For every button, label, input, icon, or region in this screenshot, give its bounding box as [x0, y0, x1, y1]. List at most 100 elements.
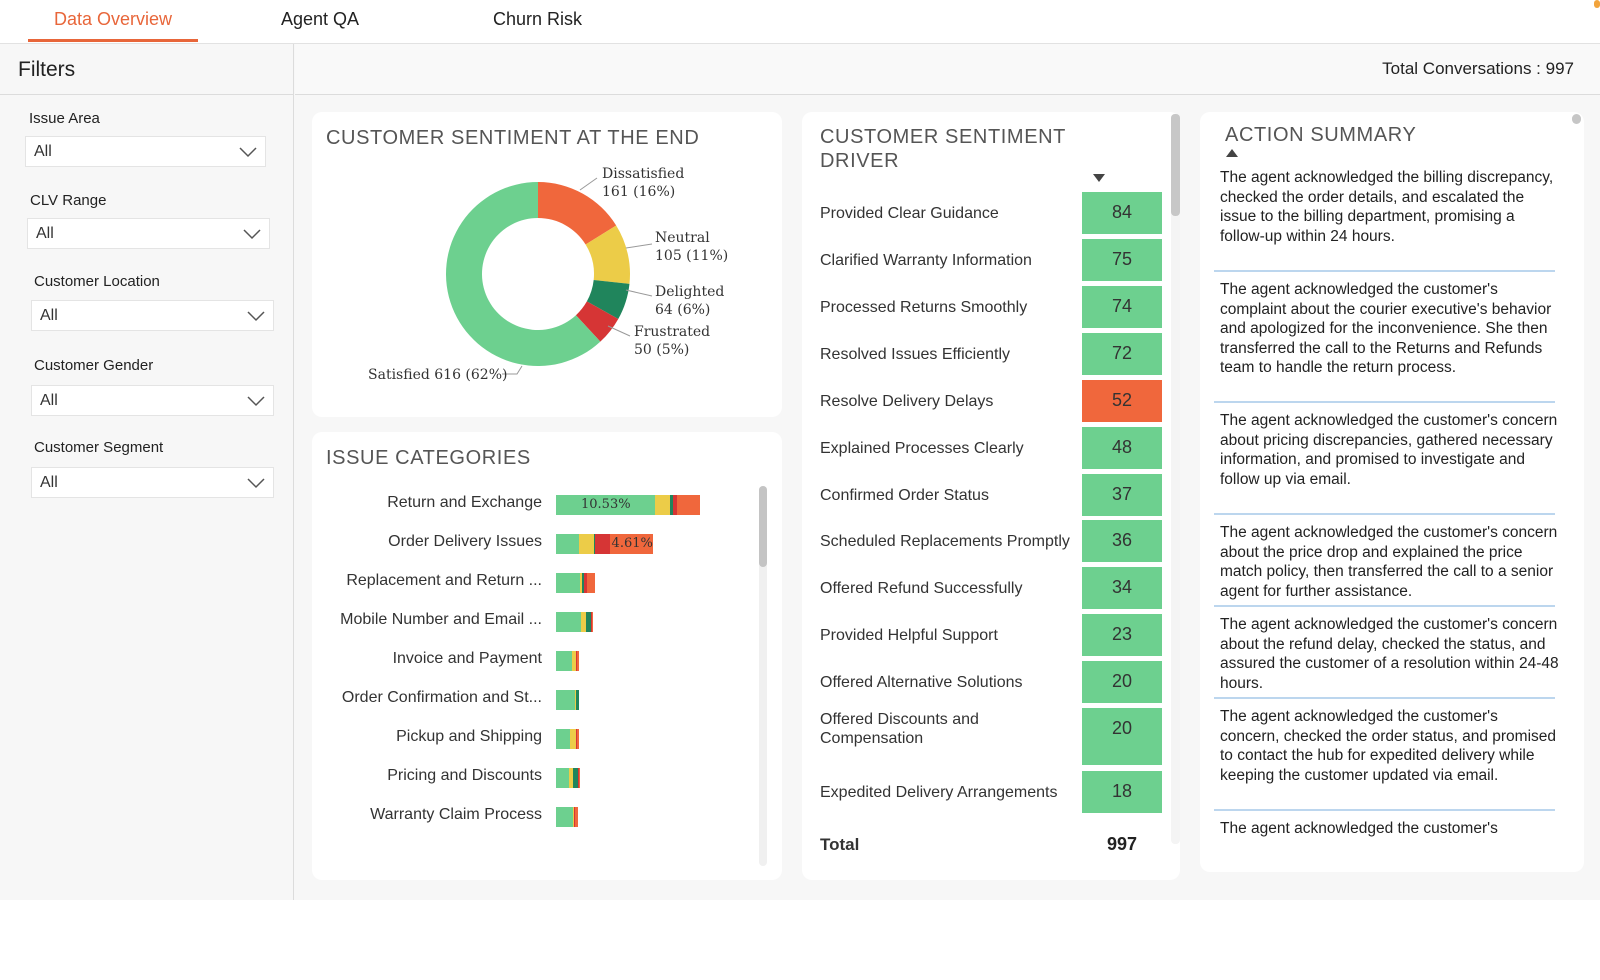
driver-value-cell: 37 — [1082, 474, 1162, 516]
driver-row[interactable]: Provided Helpful Support 23 — [802, 614, 1162, 656]
issue-bar-segment-satisfied[interactable] — [556, 573, 580, 593]
issue-scroll-thumb[interactable] — [759, 486, 767, 567]
driver-row[interactable]: Expedited Delivery Arrangements 18 — [802, 771, 1162, 813]
issue-bar[interactable] — [556, 573, 595, 593]
issue-bar-segment-satisfied[interactable] — [556, 768, 570, 788]
issue-bar-segment-frustrated[interactable] — [595, 534, 610, 554]
sort-ascending-icon[interactable] — [1225, 148, 1239, 158]
issue-bar[interactable] — [556, 651, 580, 671]
issue-bar-segment-neutral[interactable] — [569, 768, 573, 788]
donut-slice-neutral[interactable] — [585, 225, 630, 284]
issue-bar-segment-frustrated[interactable] — [575, 729, 577, 749]
issue-bar-segment-frustrated[interactable] — [577, 768, 579, 788]
issue-bar-segment-delighted[interactable] — [582, 573, 585, 593]
donut-slice-satisfied[interactable] — [446, 182, 601, 366]
clv-range-dropdown[interactable]: All — [27, 218, 270, 249]
driver-scrollbar[interactable] — [1171, 114, 1180, 844]
driver-row[interactable]: Offered Alternative Solutions 20 — [802, 661, 1162, 703]
driver-row[interactable]: Scheduled Replacements Promptly 36 — [802, 520, 1162, 562]
issue-bar-segment-neutral[interactable] — [654, 495, 670, 515]
issue-row[interactable]: Mobile Number and Email ... — [312, 611, 767, 633]
issue-area-dropdown[interactable]: All — [25, 136, 266, 167]
driver-row[interactable]: Resolve Delivery Delays 52 — [802, 380, 1162, 422]
issue-bar-segment-satisfied[interactable] — [556, 690, 575, 710]
sort-descending-icon[interactable] — [1092, 173, 1106, 183]
driver-row[interactable]: Processed Returns Smoothly 74 — [802, 286, 1162, 328]
issue-bar-segment-delighted[interactable] — [670, 495, 673, 515]
issue-bar-segment-frustrated[interactable] — [590, 612, 592, 632]
issue-bar-segment-delighted[interactable] — [572, 768, 578, 788]
issue-bar-segment-neutral[interactable] — [578, 534, 594, 554]
issue-bar-segment-neutral[interactable] — [574, 690, 576, 710]
issue-bar[interactable] — [556, 690, 579, 710]
driver-row[interactable]: Explained Processes Clearly 48 — [802, 427, 1162, 469]
driver-row[interactable]: Provided Clear Guidance 84 — [802, 192, 1162, 234]
issue-bar-segment-dissatisfied[interactable] — [576, 651, 580, 671]
driver-row[interactable]: Clarified Warranty Information 75 — [802, 239, 1162, 281]
issue-bar-segment-dissatisfied[interactable]: 4.61% — [609, 534, 653, 554]
issue-row[interactable]: Order Confirmation and St... — [312, 689, 767, 711]
issue-bar-segment-frustrated[interactable] — [672, 495, 677, 515]
issue-bar-segment-dissatisfied[interactable] — [578, 768, 580, 788]
issue-row[interactable]: Replacement and Return ... — [312, 572, 767, 594]
issue-bar-segment-neutral[interactable] — [570, 729, 576, 749]
issue-bar[interactable] — [556, 729, 580, 749]
tab-agent-qa[interactable]: Agent QA — [281, 9, 360, 29]
donut-slice-dissatisfied[interactable] — [538, 182, 617, 245]
customer-segment-dropdown[interactable]: All — [31, 467, 274, 498]
driver-row[interactable]: Confirmed Order Status 37 — [802, 474, 1162, 516]
driver-row[interactable]: Offered Refund Successfully 34 — [802, 567, 1162, 609]
issue-row[interactable]: Return and Exchange 10.53% — [312, 494, 767, 516]
issue-scrollbar[interactable] — [759, 486, 767, 866]
issue-bar-segment-satisfied[interactable] — [556, 807, 573, 827]
issue-row[interactable]: Warranty Claim Process — [312, 806, 767, 828]
issue-row[interactable]: Pickup and Shipping — [312, 728, 767, 750]
donut-slice-delighted[interactable] — [586, 279, 630, 319]
issue-bar-segment-delighted[interactable] — [586, 612, 591, 632]
issue-row[interactable]: Pricing and Discounts — [312, 767, 767, 789]
issue-bar-segment-dissatisfied[interactable] — [587, 573, 595, 593]
issue-bar-segment-dissatisfied[interactable] — [676, 495, 701, 515]
driver-total-value: 997 — [1106, 834, 1138, 854]
issue-row[interactable]: Invoice and Payment — [312, 650, 767, 672]
issue-bar-segment-dissatisfied[interactable] — [576, 729, 580, 749]
issue-row[interactable]: Order Delivery Issues 4.61% — [312, 533, 767, 555]
chevron-down-icon — [247, 311, 265, 322]
summary-scroll-thumb[interactable] — [1572, 114, 1581, 124]
issue-bar-segment-satisfied[interactable]: 10.53% — [556, 495, 655, 515]
issue-bar[interactable]: 10.53% — [556, 495, 701, 515]
issue-bar-segment-dissatisfied[interactable] — [574, 807, 578, 827]
driver-value-cell: 20 — [1082, 661, 1162, 703]
tab-data-overview[interactable]: Data Overview — [54, 9, 173, 29]
issue-bar-segment-delighted[interactable] — [575, 690, 579, 710]
issue-bar-segment-neutral[interactable] — [579, 573, 583, 593]
donut-slice-frustrated[interactable] — [575, 301, 619, 342]
issue-bar[interactable] — [556, 768, 580, 788]
driver-row[interactable]: Resolved Issues Efficiently 72 — [802, 333, 1162, 375]
issue-bar-segment-neutral[interactable] — [571, 651, 576, 671]
issue-bar[interactable]: 4.61% — [556, 534, 653, 554]
issue-bar-segment-frustrated[interactable] — [584, 573, 587, 593]
action-summary-title: ACTION SUMMARY — [1225, 124, 1417, 146]
dropdown-value: All — [40, 474, 58, 491]
issue-bar[interactable] — [556, 807, 578, 827]
issue-bar-segment-neutral[interactable] — [572, 807, 574, 827]
issue-bar-segment-neutral[interactable] — [581, 612, 587, 632]
driver-row[interactable]: Offered Discounts and Compensation 20 — [802, 708, 1162, 765]
summary-item: The agent acknowledged the customer's co… — [1220, 524, 1558, 600]
customer-gender-dropdown[interactable]: All — [31, 385, 274, 416]
issue-bar-segment-frustrated[interactable] — [573, 807, 575, 827]
issue-bar-segment-delighted[interactable] — [593, 534, 596, 554]
issue-bar-segment-satisfied[interactable] — [556, 612, 582, 632]
issue-label: Order Confirmation and St... — [341, 689, 542, 706]
issue-bar-segment-satisfied[interactable] — [556, 534, 579, 554]
issue-bar-segment-satisfied[interactable] — [556, 729, 571, 749]
tab-churn-risk[interactable]: Churn Risk — [493, 9, 583, 29]
issue-bar-segment-frustrated[interactable] — [575, 651, 577, 671]
issue-bar-segment-satisfied[interactable] — [556, 651, 572, 671]
customer-location-dropdown[interactable]: All — [31, 300, 274, 331]
issue-bar-segment-dissatisfied[interactable] — [591, 612, 593, 632]
issue-bar[interactable] — [556, 612, 593, 632]
driver-scroll-thumb[interactable] — [1171, 114, 1180, 216]
driver-label: Provided Helpful Support — [820, 627, 998, 644]
